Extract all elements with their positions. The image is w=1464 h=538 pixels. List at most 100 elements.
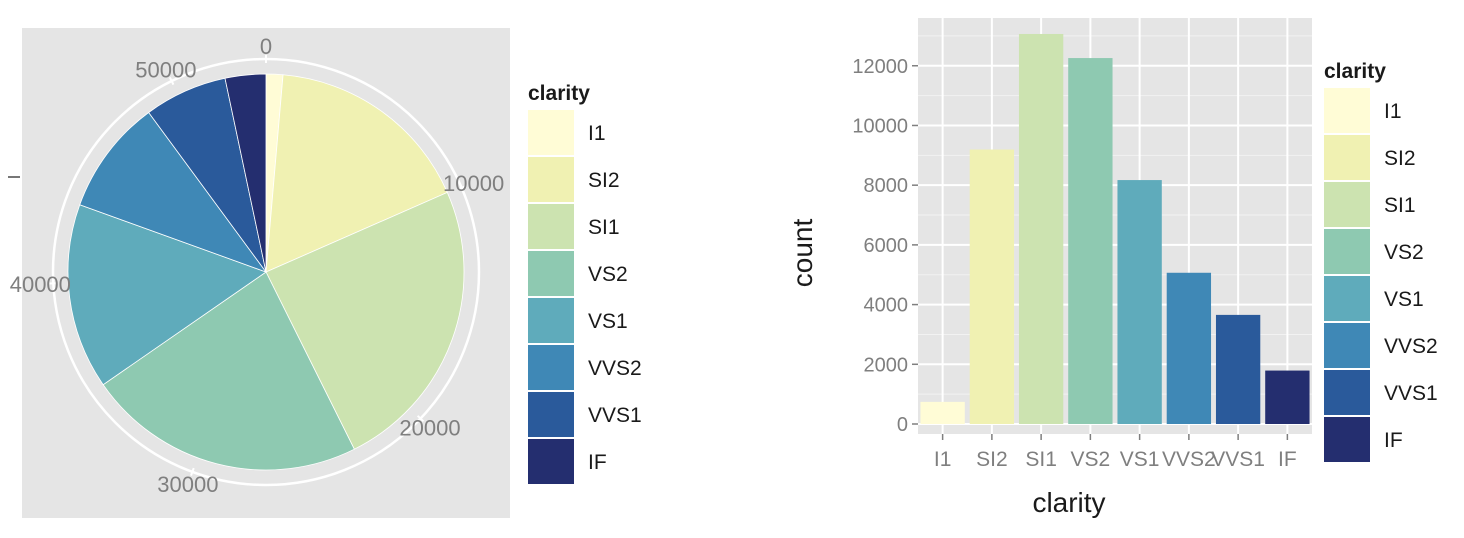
legend-item-i1: I1 xyxy=(1324,88,1464,135)
legend-swatch xyxy=(528,298,574,344)
legend-item-vs2: VS2 xyxy=(528,251,688,298)
legend-label: VS1 xyxy=(588,310,628,333)
y-axis: 0 2000 4000 6000 8000 10000 12000 xyxy=(852,56,918,436)
pie-tick-label: 10000 xyxy=(443,171,504,196)
x-tick-label: VVS1 xyxy=(1211,448,1265,471)
y-tick-label: 2000 xyxy=(864,354,909,376)
legend-item-vvs1: VVS1 xyxy=(1324,370,1464,417)
legend-label: VS2 xyxy=(1384,241,1424,264)
pie-slice-si1 xyxy=(265,191,465,450)
legend-swatch xyxy=(528,157,574,203)
legend-label: I1 xyxy=(1384,100,1402,123)
legend-swatch xyxy=(1324,135,1370,181)
pie-slice-if xyxy=(224,73,267,273)
legend-item-si1: SI1 xyxy=(528,204,688,251)
x-tick-label: VVS2 xyxy=(1162,448,1216,471)
legend-swatch xyxy=(528,345,574,391)
legend-swatch xyxy=(1324,323,1370,369)
legend-item-si2: SI2 xyxy=(528,157,688,204)
legend-label: SI1 xyxy=(1384,194,1416,217)
x-tick-label: I1 xyxy=(934,448,952,471)
legend-swatch xyxy=(528,204,574,250)
legend-item-si2: SI2 xyxy=(1324,135,1464,182)
legend-label: VVS2 xyxy=(1384,335,1438,358)
legend-item-vvs1: VVS1 xyxy=(528,392,688,439)
legend-item-vs2: VS2 xyxy=(1324,229,1464,276)
legend-label: IF xyxy=(1384,429,1403,452)
pie-slice-si2 xyxy=(265,74,448,273)
x-tick-label: SI1 xyxy=(1025,448,1057,471)
y-tick-label: 12000 xyxy=(852,56,908,78)
legend-label: VVS1 xyxy=(1384,382,1438,405)
legend-label: VS2 xyxy=(588,263,628,286)
pie-slice-vs1 xyxy=(67,204,267,386)
pie-tick-label: 20000 xyxy=(399,416,460,441)
pie-tick-mark xyxy=(457,185,466,191)
bar-vs1 xyxy=(1117,180,1162,424)
pie-radial-ticks: 0 10000 20000 30000 40000 50000 xyxy=(10,34,505,497)
pie-tick-label: 40000 xyxy=(10,272,71,297)
pie-slices xyxy=(67,73,465,471)
legend-swatch xyxy=(1324,276,1370,322)
legend-label: VVS2 xyxy=(588,357,642,380)
legend-swatch xyxy=(528,439,574,485)
y-axis-label: count xyxy=(787,219,818,288)
pie-tick-label: 50000 xyxy=(135,57,196,82)
legend-label: VVS1 xyxy=(588,404,642,427)
legend-title: clarity xyxy=(1324,60,1386,83)
pie-slice-vvs2 xyxy=(79,111,268,273)
bar-vs2 xyxy=(1068,58,1113,424)
pie-tick-label: 0 xyxy=(260,34,272,59)
legend-item-if: IF xyxy=(1324,417,1464,464)
legend-item-vvs2: VVS2 xyxy=(1324,323,1464,370)
bar-si1 xyxy=(1018,33,1064,425)
legend-item-vs1: VS1 xyxy=(1324,276,1464,323)
bar-series xyxy=(920,33,1310,425)
x-axis-label: clarity xyxy=(1032,487,1105,518)
legend-item-vs1: VS1 xyxy=(528,298,688,345)
y-tick-label: 4000 xyxy=(864,295,909,317)
legend-item-i1: I1 xyxy=(528,110,688,157)
legend-label: IF xyxy=(588,451,607,474)
y-tick-label: 0 xyxy=(897,414,908,436)
pie-legend: clarity I1 SI2 SI1 VS2 VS1 VVS2 VVS1 IF xyxy=(528,82,698,492)
legend-item-si1: SI1 xyxy=(1324,182,1464,229)
legend-item-if: IF xyxy=(528,439,688,486)
y-tick-label: 8000 xyxy=(864,175,909,197)
legend-item-vvs2: VVS2 xyxy=(528,345,688,392)
bar-vvs2 xyxy=(1166,272,1212,424)
x-tick-label: VS2 xyxy=(1071,448,1111,471)
x-tick-label: IF xyxy=(1278,448,1297,471)
legend-swatch xyxy=(1324,229,1370,275)
bar-vvs1 xyxy=(1215,314,1261,424)
bar-si2 xyxy=(969,149,1015,425)
bar-legend: clarity I1 SI2 SI1 VS2 VS1 VVS2 VVS1 IF xyxy=(1324,60,1464,480)
legend-swatch xyxy=(528,392,574,438)
pie-tick-mark xyxy=(168,77,175,86)
pie-tick-mark xyxy=(416,415,425,423)
legend-label: SI2 xyxy=(1384,147,1416,170)
bar-i1 xyxy=(920,401,965,424)
bar-if xyxy=(1265,370,1310,424)
y-tick-label: 10000 xyxy=(852,115,908,137)
legend-swatch xyxy=(1324,88,1370,134)
legend-label: I1 xyxy=(588,122,606,145)
pie-tick-mark xyxy=(190,467,195,476)
legend-label: SI1 xyxy=(588,216,620,239)
pie-slice-vs2 xyxy=(102,271,355,471)
x-tick-label: VS1 xyxy=(1120,448,1160,471)
legend-label: SI2 xyxy=(588,169,620,192)
legend-swatch xyxy=(1324,417,1370,463)
pie-tick-label: 30000 xyxy=(157,472,218,497)
legend-swatch xyxy=(1324,182,1370,228)
y-tick-label: 6000 xyxy=(864,235,909,257)
legend-label: VS1 xyxy=(1384,288,1424,311)
legend-swatch xyxy=(528,110,574,156)
legend-title: clarity xyxy=(528,82,590,105)
x-tick-label: SI2 xyxy=(976,448,1008,471)
legend-swatch xyxy=(528,251,574,297)
